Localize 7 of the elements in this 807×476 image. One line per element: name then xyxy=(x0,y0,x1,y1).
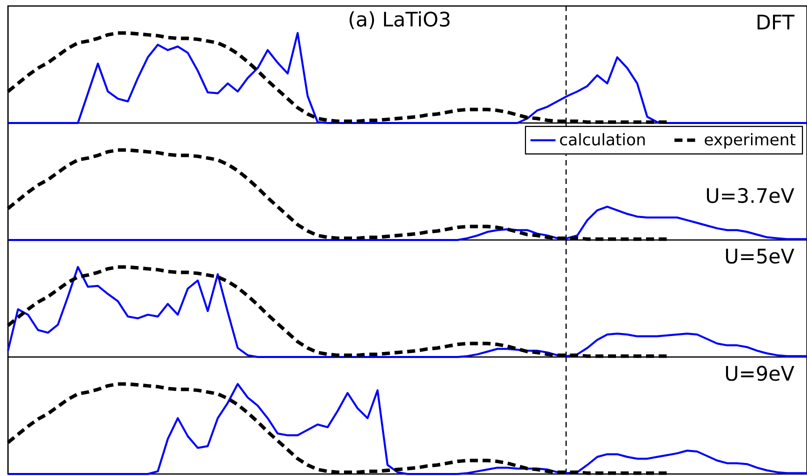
annotation: U=3.7eV xyxy=(706,188,794,204)
chart-title: (a) LaTiO3 xyxy=(350,11,450,30)
text: DFT xyxy=(758,14,794,30)
text: U=9eV xyxy=(726,366,794,381)
text: U=5eV xyxy=(726,248,794,264)
legend-label: experiment xyxy=(704,133,796,149)
legend-label: calculation xyxy=(560,133,645,146)
